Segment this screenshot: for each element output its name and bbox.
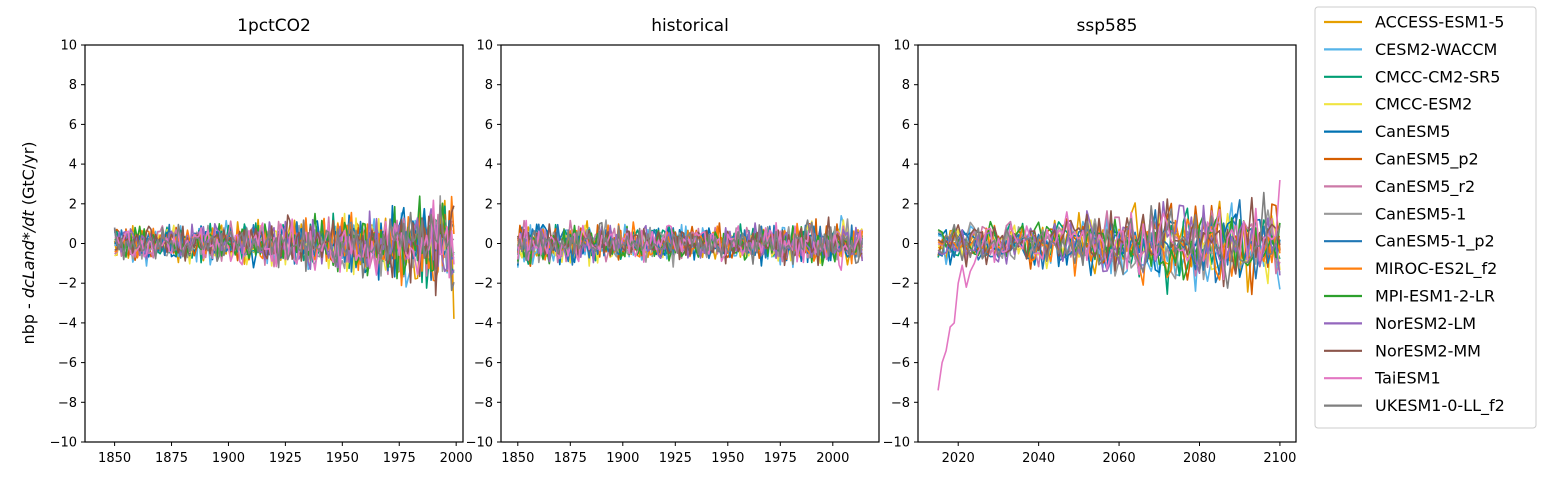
y-tick-label: −6 bbox=[474, 356, 493, 371]
y-tick-label: −2 bbox=[58, 277, 77, 292]
x-tick-label: 1850 bbox=[501, 451, 534, 466]
legend-label: MPI-ESM1-2-LR bbox=[1375, 287, 1495, 306]
legend-label: CMCC-CM2-SR5 bbox=[1375, 67, 1500, 86]
legend-label: MIROC-ES2L_f2 bbox=[1375, 259, 1497, 279]
legend-label: CanESM5-1 bbox=[1375, 204, 1466, 223]
legend-label: CESM2-WACCM bbox=[1375, 40, 1497, 59]
panel-1pctco2: 1pctCO2 −10 −8 −6 −4 −2 0 2 4 6 8 10 1850 1875 1900 192… bbox=[50, 16, 473, 466]
series-group bbox=[937, 179, 1281, 391]
y-tick-label: −6 bbox=[891, 356, 910, 371]
legend-label: ACCESS-ESM1-5 bbox=[1375, 13, 1504, 32]
y-tick-label: −8 bbox=[474, 396, 493, 411]
series-line-taiesm1 bbox=[937, 179, 1281, 391]
panel-historical: historical −10 −8 −6 −4 −2 0 2 4 6 8 10 1850 1875 1900… bbox=[466, 16, 880, 466]
legend-label: CanESM5-1_p2 bbox=[1375, 232, 1495, 252]
y-tick-label: −2 bbox=[891, 277, 910, 292]
y-tick-label: 6 bbox=[902, 118, 910, 133]
legend-label: NorESM2-MM bbox=[1375, 341, 1481, 360]
y-tick-label: 10 bbox=[476, 39, 493, 54]
panel-title: historical bbox=[651, 16, 729, 36]
y-tick-label: 0 bbox=[69, 237, 77, 252]
x-tick-label: 1850 bbox=[98, 451, 131, 466]
legend-label: UKESM1-0-LL_f2 bbox=[1375, 396, 1505, 416]
x-tick-label: 2060 bbox=[1103, 451, 1136, 466]
series-line-mpi-esm1-2-lr bbox=[937, 212, 1281, 281]
y-tick-label: −10 bbox=[466, 436, 493, 451]
legend-label: NorESM2-LM bbox=[1375, 314, 1476, 333]
legend-label: CanESM5_r2 bbox=[1375, 177, 1475, 197]
x-tick-label: 1950 bbox=[326, 451, 359, 466]
y-tick-label: 2 bbox=[485, 197, 493, 212]
y-tick-label: 8 bbox=[69, 78, 77, 93]
series-line-ukesm1-0-ll_f2 bbox=[517, 219, 863, 265]
y-tick-label: 0 bbox=[485, 237, 493, 252]
y-tick-label: 4 bbox=[902, 158, 910, 173]
legend-label: CanESM5 bbox=[1375, 122, 1450, 141]
y-axis-label-math: dcLand*/dt bbox=[19, 210, 38, 299]
y-tick-label: 10 bbox=[60, 39, 77, 54]
x-tick-label: 1950 bbox=[711, 451, 744, 466]
y-tick-label: 8 bbox=[902, 78, 910, 93]
y-tick-label: −6 bbox=[58, 356, 77, 371]
series-line-ukesm1-0-ll_f2 bbox=[113, 204, 455, 292]
y-tick-label: −10 bbox=[50, 436, 77, 451]
panel-title: ssp585 bbox=[1077, 16, 1138, 36]
x-tick-label: 2040 bbox=[1022, 451, 1055, 466]
x-tick-label: 2100 bbox=[1263, 451, 1296, 466]
y-tick-label: −8 bbox=[891, 396, 910, 411]
x-tick-label: 2080 bbox=[1183, 451, 1216, 466]
x-tick-label: 1875 bbox=[554, 451, 587, 466]
y-tick-label: −2 bbox=[474, 277, 493, 292]
series-group bbox=[113, 195, 455, 319]
x-tick-label: 1975 bbox=[383, 451, 416, 466]
y-tick-label: 6 bbox=[69, 118, 77, 133]
legend-label: CanESM5_p2 bbox=[1375, 150, 1479, 170]
x-tick-label: 1900 bbox=[606, 451, 639, 466]
y-tick-label: 4 bbox=[485, 158, 493, 173]
y-tick-label: 8 bbox=[485, 78, 493, 93]
panel-ssp585: ssp585 −10 −8 −6 −4 −2 0 2 4 6 8 10 2020 2040 2060 2080… bbox=[883, 16, 1297, 466]
y-tick-label: 2 bbox=[902, 197, 910, 212]
panel-title: 1pctCO2 bbox=[237, 16, 311, 36]
legend-label: CMCC-ESM2 bbox=[1375, 95, 1472, 114]
x-tick-label: 1975 bbox=[764, 451, 797, 466]
y-tick-label: 6 bbox=[485, 118, 493, 133]
series-line-taiesm1 bbox=[114, 199, 455, 279]
y-axis-label-unit: (GtC/yr) bbox=[19, 141, 38, 210]
y-axis-label: nbp - dcLand*/dt (GtC/yr) bbox=[19, 141, 38, 344]
y-tick-label: −4 bbox=[474, 316, 493, 331]
y-tick-label: 0 bbox=[902, 237, 910, 252]
x-tick-label: 2020 bbox=[942, 451, 975, 466]
y-tick-label: −4 bbox=[891, 316, 910, 331]
legend: ACCESS-ESM1-5 CESM2-WACCM CMCC-CM2-SR5 CMCC… bbox=[1314, 6, 1537, 429]
series-group bbox=[517, 215, 863, 271]
x-tick-label: 1900 bbox=[212, 451, 245, 466]
y-tick-label: −10 bbox=[883, 436, 910, 451]
x-tick-label: 1875 bbox=[155, 451, 188, 466]
y-tick-label: 10 bbox=[893, 39, 910, 54]
y-tick-label: 2 bbox=[69, 197, 77, 212]
legend-frame bbox=[1314, 6, 1537, 429]
y-tick-label: 4 bbox=[69, 158, 77, 173]
x-tick-label: 1925 bbox=[269, 451, 302, 466]
y-tick-label: −4 bbox=[58, 316, 77, 331]
x-tick-label: 2000 bbox=[816, 451, 849, 466]
legend-label: TaiESM1 bbox=[1374, 369, 1441, 388]
y-axis-label-prefix: nbp - bbox=[19, 298, 38, 344]
x-tick-label: 2000 bbox=[440, 451, 473, 466]
series-line-ukesm1-0-ll_f2 bbox=[937, 191, 1281, 289]
x-tick-label: 1925 bbox=[659, 451, 692, 466]
y-tick-label: −8 bbox=[58, 396, 77, 411]
